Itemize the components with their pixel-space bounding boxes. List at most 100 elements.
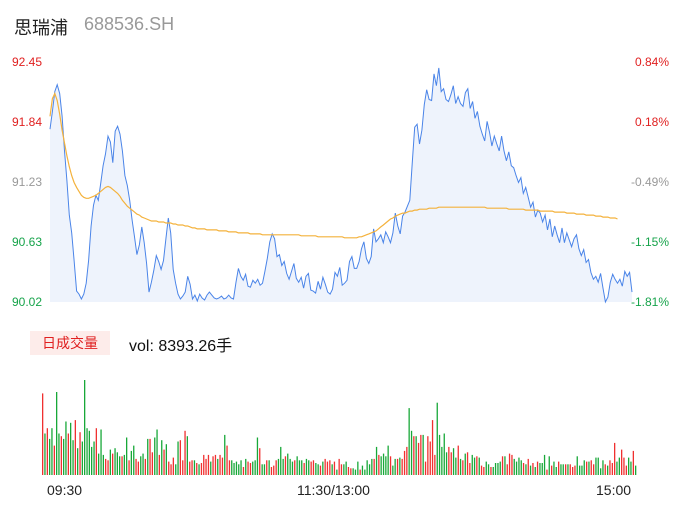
volume-bar — [53, 445, 55, 475]
volume-bar — [121, 456, 123, 475]
percent-axis-label-right: 0.18% — [634, 115, 669, 129]
volume-bar — [466, 452, 469, 475]
volume-bar — [95, 428, 97, 475]
volume-bar — [203, 454, 205, 475]
percent-axis-label-right: -1.15% — [630, 235, 669, 249]
volume-bar — [98, 453, 100, 475]
volume-bar — [600, 468, 602, 475]
volume-bar — [529, 465, 532, 475]
price-axis-label-left: 91.23 — [12, 175, 43, 189]
volume-bar — [371, 458, 373, 475]
daily-volume-badge[interactable]: 日成交量 — [30, 331, 110, 355]
volume-bar — [357, 461, 359, 475]
volume-bar — [511, 454, 513, 475]
volume-bar — [632, 450, 634, 475]
volume-bar — [368, 464, 371, 475]
volume-bar — [347, 467, 350, 475]
volume-bar — [240, 460, 242, 475]
volume-bar — [579, 465, 581, 475]
volume-bar — [289, 458, 291, 475]
volume-bar — [340, 464, 343, 475]
volume-bar — [242, 467, 245, 475]
volume-bar — [504, 456, 506, 475]
volume-bar — [417, 442, 420, 475]
volume-bar — [212, 456, 214, 475]
volume-bar — [380, 456, 382, 475]
volume-bar — [186, 436, 188, 475]
percent-axis-label-right: -0.49% — [630, 175, 669, 189]
volume-bar — [123, 454, 125, 475]
volume-bar — [352, 468, 354, 475]
volume-bar — [525, 464, 527, 475]
volume-bar — [119, 456, 121, 475]
stock-code: 688536.SH — [84, 14, 175, 34]
volume-bar — [499, 461, 501, 475]
volume-bar — [256, 437, 259, 475]
volume-bar — [483, 467, 485, 475]
volume-bar — [228, 460, 231, 475]
volume-bar — [399, 457, 401, 475]
volume-bar — [539, 463, 541, 475]
volume-bar — [583, 460, 585, 475]
volume-bar — [572, 467, 574, 475]
volume-bar — [413, 436, 415, 475]
volume-bar — [60, 436, 62, 475]
volume-bar — [42, 393, 44, 475]
volume-bar — [77, 448, 79, 475]
volume-bar — [333, 461, 336, 475]
volume-bar — [431, 420, 434, 475]
volume-bar — [259, 448, 261, 475]
volume-bar — [140, 456, 142, 475]
volume-bar — [326, 461, 329, 475]
volume-bar — [324, 458, 326, 475]
volume-bar — [445, 452, 448, 475]
volume-bar — [245, 458, 247, 475]
volume-bar — [247, 461, 249, 475]
time-axis-label-midday: 11:30/13:00 — [297, 482, 370, 498]
volume-bar — [280, 446, 282, 475]
volume-bar — [364, 469, 366, 475]
volume-bar — [506, 464, 508, 475]
volume-bar — [532, 463, 534, 475]
volume-bar — [109, 449, 111, 475]
volume-bar — [492, 467, 494, 475]
volume-bar — [590, 460, 592, 475]
volume-bar — [205, 458, 207, 475]
volume-bar — [107, 460, 109, 475]
volume-bar — [361, 465, 364, 475]
volume-bar — [273, 465, 275, 475]
volume-bar — [429, 441, 431, 475]
volume-bar — [331, 464, 333, 475]
volume-bar — [70, 422, 72, 475]
volume-bar — [434, 454, 436, 475]
volume-bar — [154, 437, 156, 475]
price-axis-label-left: 92.45 — [12, 55, 43, 69]
price-area-fill — [50, 67, 632, 303]
volume-bar — [574, 465, 576, 475]
volume-bar — [576, 456, 578, 475]
volume-bar — [476, 456, 478, 475]
volume-bar — [298, 460, 301, 475]
volume-bar — [275, 460, 277, 475]
volume-bar — [354, 469, 357, 475]
volume-bar — [343, 464, 345, 475]
volume-bar — [86, 428, 88, 475]
volume-bar — [114, 448, 116, 475]
volume-bar — [501, 456, 504, 475]
volume-bar — [305, 458, 308, 475]
volume-bar — [527, 458, 529, 475]
volume-bar — [338, 458, 340, 475]
volume-bar — [149, 438, 151, 475]
volume-bar — [291, 461, 294, 475]
volume-bar — [548, 456, 550, 475]
volume-bar — [597, 457, 599, 475]
volume-bar — [270, 467, 273, 475]
volume-bar — [254, 460, 256, 475]
volume-bar — [382, 453, 385, 475]
volume-bar — [238, 464, 240, 475]
volume-bar — [329, 460, 331, 475]
volume-bar — [553, 461, 555, 475]
volume-bar — [67, 433, 69, 475]
volume-bar — [366, 460, 368, 475]
